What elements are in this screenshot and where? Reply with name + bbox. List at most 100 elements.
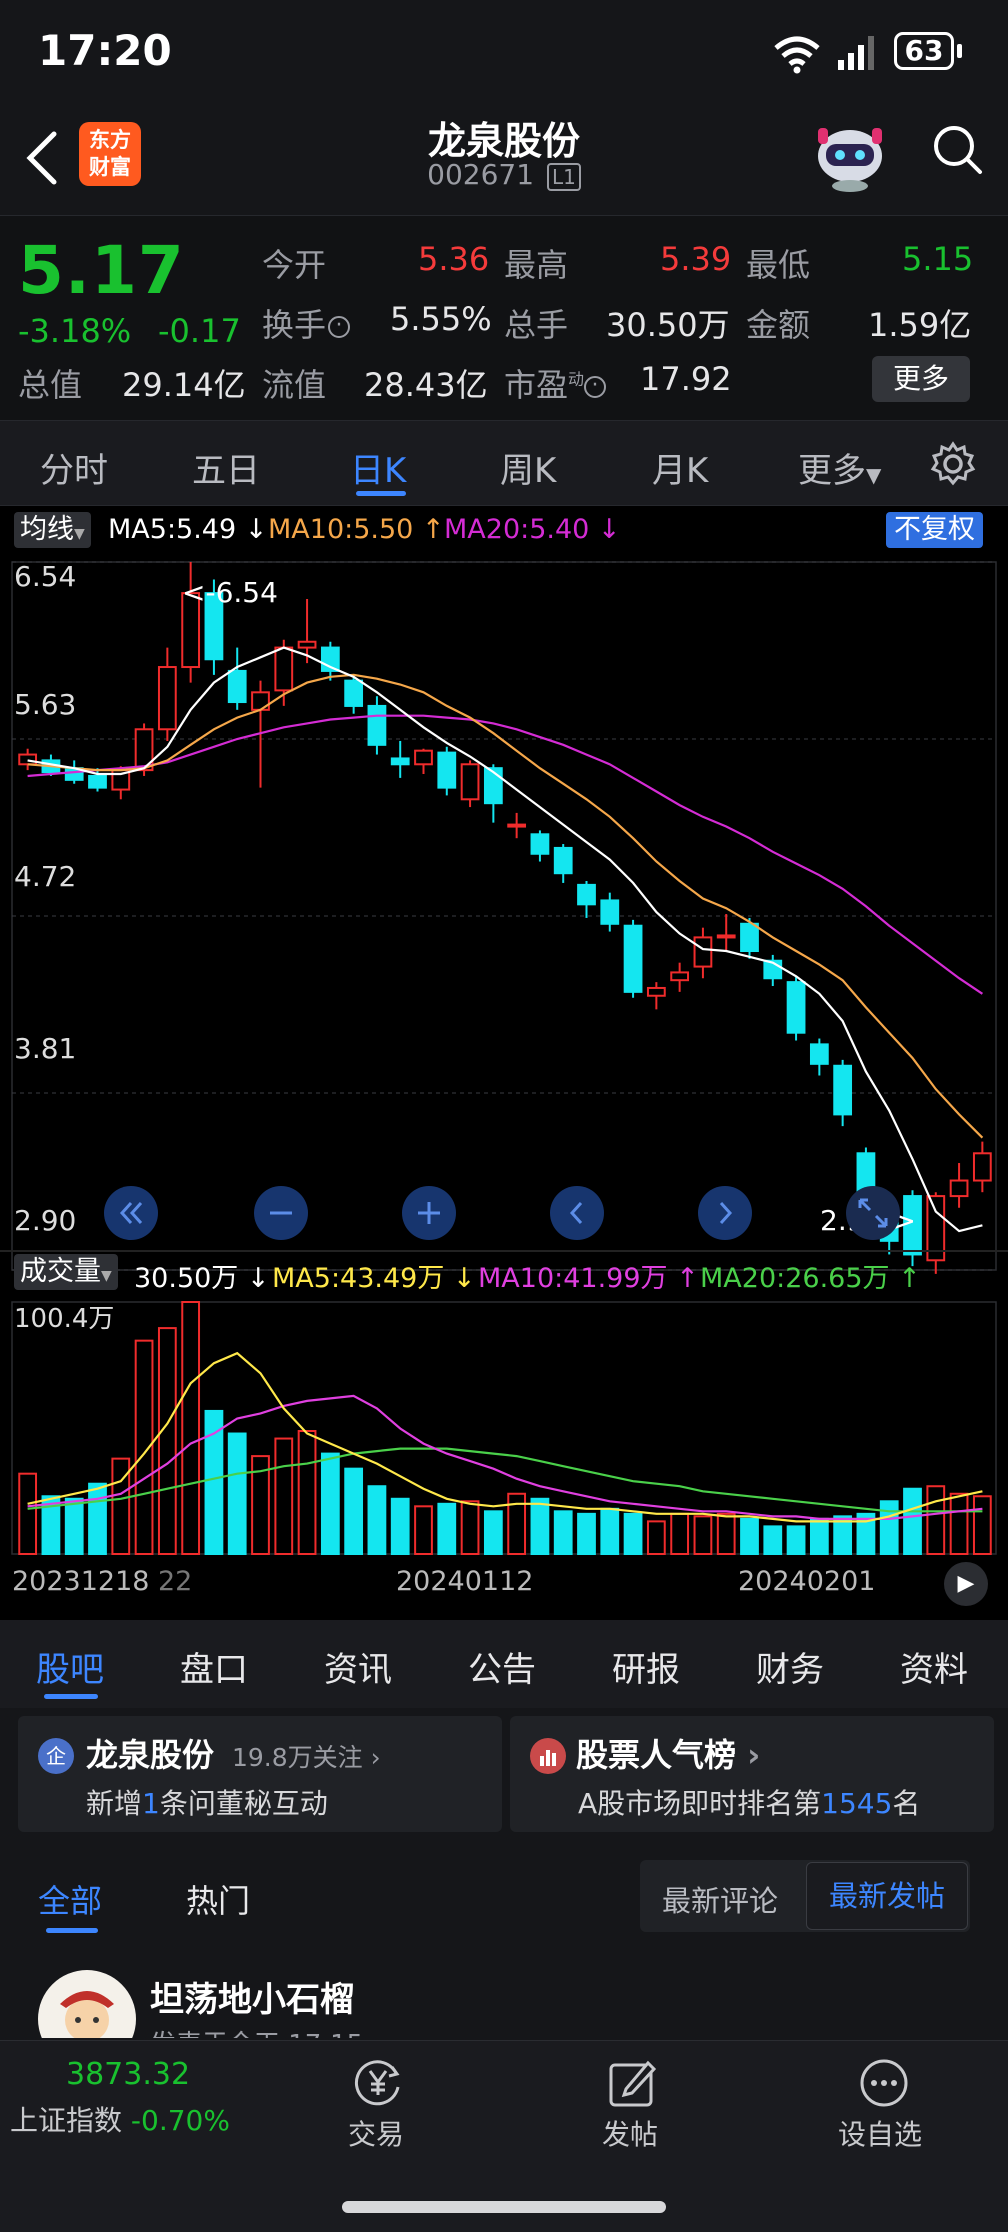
candle[interactable]	[949, 1163, 969, 1208]
volume-bar[interactable]	[507, 1492, 527, 1555]
volume-bar[interactable]	[833, 1515, 853, 1556]
tab-intraday[interactable]: 分时	[40, 451, 108, 491]
tab-daily-k[interactable]: 日K	[350, 451, 407, 491]
candle[interactable]	[809, 1038, 829, 1076]
index-value[interactable]: 3873.32	[66, 2057, 191, 2092]
volume-bar[interactable]	[903, 1487, 922, 1556]
volume-selector[interactable]: 成交量▼	[14, 1254, 118, 1290]
volume-bar[interactable]	[134, 1339, 154, 1556]
sort-latest-comment[interactable]: 最新评论	[662, 1884, 779, 1918]
volume-bar[interactable]	[786, 1525, 806, 1556]
candle[interactable]	[344, 674, 364, 714]
tab-guba[interactable]: 股吧	[36, 1650, 104, 1690]
candle[interactable]	[181, 562, 201, 683]
filter-all[interactable]: 全部	[38, 1882, 103, 1920]
volume-bar[interactable]	[460, 1500, 480, 1555]
candle[interactable]	[437, 746, 457, 796]
price-candlestick-chart[interactable]	[0, 556, 1008, 1276]
candle[interactable]	[320, 641, 340, 681]
candle[interactable]	[600, 892, 620, 932]
candle[interactable]	[763, 954, 783, 987]
info-icon[interactable]: ·	[328, 315, 351, 338]
candle[interactable]	[716, 914, 736, 952]
compose-post-icon[interactable]	[606, 2057, 658, 2109]
volume-bar[interactable]	[763, 1525, 783, 1556]
candle[interactable]	[483, 764, 503, 823]
kline-chart-area[interactable]: 均线▼ MA5:5.49 ↓ MA10:5.50 ↑ MA20:5.40 ↓ 不…	[0, 506, 1008, 1620]
volume-bar[interactable]	[367, 1485, 387, 1555]
candle[interactable]	[297, 598, 317, 664]
volume-bar[interactable]	[227, 1432, 247, 1555]
volume-bar[interactable]	[181, 1301, 201, 1555]
candle[interactable]	[903, 1190, 922, 1267]
play-forward-button[interactable]: ▶	[944, 1562, 988, 1606]
candle[interactable]	[530, 830, 550, 862]
volume-bar[interactable]	[600, 1507, 620, 1556]
volume-bar[interactable]	[41, 1495, 61, 1556]
back-arrow-icon[interactable]	[24, 130, 60, 186]
volume-bar[interactable]	[297, 1430, 317, 1555]
tab-research[interactable]: 研报	[612, 1650, 680, 1690]
volume-bar[interactable]	[204, 1409, 224, 1556]
post-button[interactable]: 发帖	[602, 2118, 659, 2151]
candle[interactable]	[88, 768, 107, 792]
volume-bar[interactable]	[693, 1515, 713, 1556]
tab-weekly-k[interactable]: 周K	[500, 451, 557, 491]
volume-bar[interactable]	[344, 1467, 364, 1556]
volume-bar[interactable]	[670, 1512, 690, 1555]
eastmoney-logo[interactable]: 东方 财富	[79, 122, 141, 186]
post-item[interactable]: 坦荡地小石榴 发表于今天 17:15	[0, 1948, 1008, 2038]
candle[interactable]	[204, 579, 224, 675]
volume-bar[interactable]	[949, 1492, 969, 1555]
candle[interactable]	[134, 723, 154, 776]
candle[interactable]	[646, 982, 666, 1010]
candle[interactable]	[926, 1192, 946, 1274]
scroll-right-button[interactable]	[698, 1186, 752, 1240]
pe-label[interactable]: 市盈动 ·	[504, 360, 607, 406]
zoom-in-button[interactable]	[402, 1186, 456, 1240]
popularity-card[interactable]: 股票人气榜 › A股市场即时排名第1545名	[510, 1716, 994, 1832]
index-line[interactable]: 上证指数 -0.70%	[10, 2099, 230, 2139]
tab-profile[interactable]: 资料	[900, 1650, 968, 1690]
zoom-out-button[interactable]	[254, 1186, 308, 1240]
volume-bar[interactable]	[274, 1437, 294, 1556]
trade-button[interactable]: 交易	[348, 2118, 405, 2151]
volume-bar[interactable]	[879, 1500, 899, 1555]
filter-hot[interactable]: 热门	[186, 1882, 251, 1920]
volume-bar[interactable]	[437, 1502, 457, 1555]
tab-five-day[interactable]: 五日	[192, 451, 260, 491]
candle[interactable]	[693, 927, 713, 979]
scroll-left-button[interactable]	[550, 1186, 604, 1240]
volume-bar[interactable]	[716, 1512, 736, 1555]
more-options-icon[interactable]	[858, 2057, 910, 2109]
volume-bar[interactable]	[157, 1327, 177, 1555]
ma-selector[interactable]: 均线▼	[14, 512, 91, 548]
volume-bar[interactable]	[390, 1497, 410, 1556]
tab-more[interactable]: 更多▼	[798, 443, 881, 492]
volume-bar[interactable]	[251, 1455, 270, 1555]
volume-bar[interactable]	[18, 1472, 38, 1555]
candle[interactable]	[460, 760, 480, 808]
volume-bar[interactable]	[926, 1485, 946, 1555]
candle[interactable]	[670, 962, 690, 992]
sort-latest-post[interactable]: 最新发帖	[806, 1862, 968, 1930]
info-icon[interactable]: ·	[584, 375, 607, 398]
candle[interactable]	[157, 647, 177, 741]
candle[interactable]	[18, 748, 38, 771]
volume-bar[interactable]	[320, 1452, 340, 1555]
avatar[interactable]	[38, 1970, 136, 2038]
tab-news[interactable]: 资讯	[324, 1650, 392, 1690]
volume-bar[interactable]	[623, 1512, 643, 1555]
post-username[interactable]: 坦荡地小石榴	[150, 1980, 354, 2020]
candle[interactable]	[390, 740, 410, 778]
search-icon[interactable]	[930, 122, 986, 178]
volume-bar[interactable]	[553, 1510, 573, 1555]
candle[interactable]	[553, 844, 573, 883]
candle[interactable]	[507, 812, 527, 839]
volume-bar[interactable]	[530, 1497, 550, 1556]
candle[interactable]	[623, 919, 643, 998]
expand-button[interactable]	[846, 1186, 900, 1240]
volume-bar[interactable]	[740, 1517, 759, 1556]
volume-bar-chart[interactable]	[0, 1296, 1008, 1566]
volume-bar[interactable]	[88, 1482, 107, 1555]
